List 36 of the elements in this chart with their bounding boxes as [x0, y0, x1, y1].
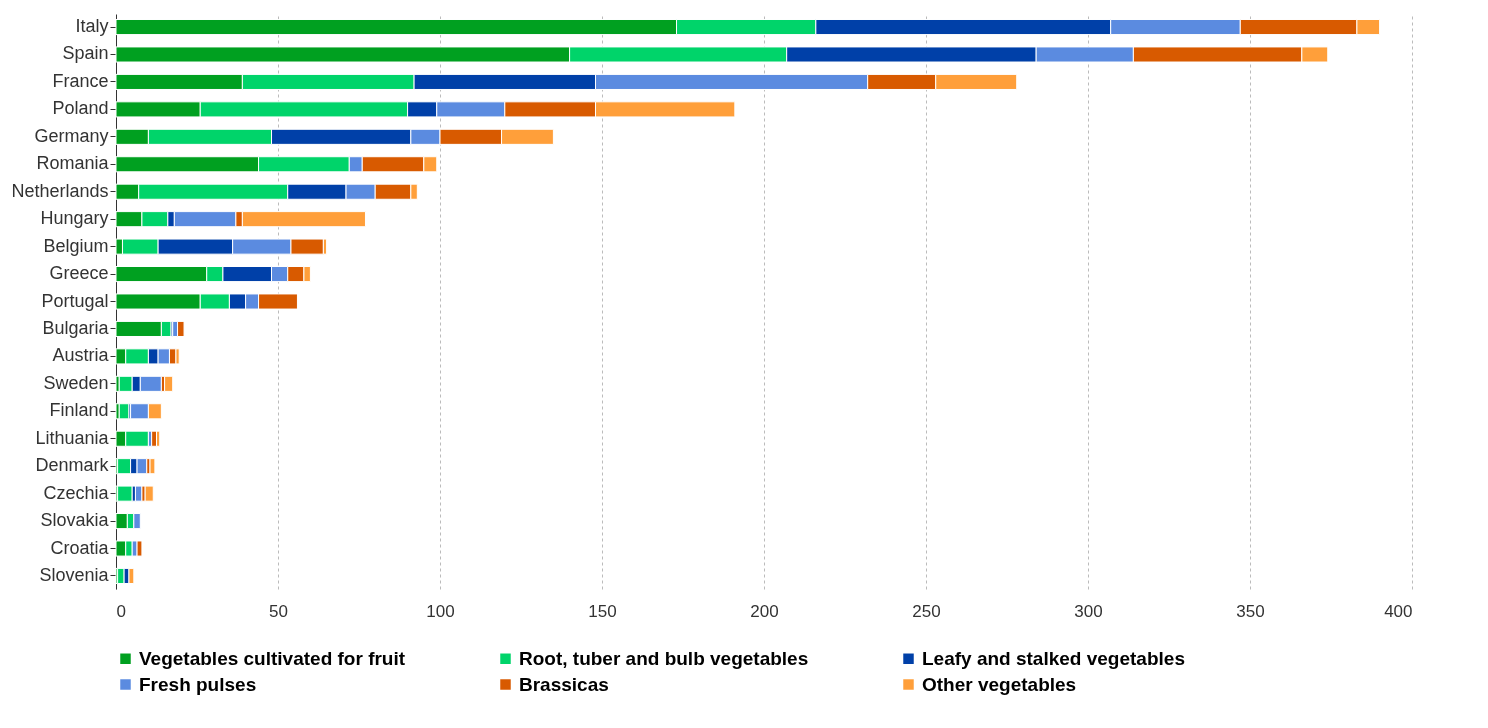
x-tick-label: 150 [588, 601, 617, 621]
x-tick-label: 400 [1384, 601, 1413, 621]
y-tick-label: Belgium [43, 235, 109, 256]
y-tick-label: Croatia [50, 537, 110, 558]
y-tick-label: Austria [52, 345, 110, 366]
y-tick-label: Lithuania [35, 427, 110, 448]
y-tick-label: France [52, 70, 109, 91]
y-tick-label: Netherlands [11, 180, 109, 201]
x-tick-label: 50 [269, 601, 288, 621]
legend-label: Brassicas [519, 673, 609, 695]
x-tick-label: 250 [912, 601, 941, 621]
y-tick-label: Denmark [35, 455, 110, 476]
legend-label: Leafy and stalked vegetables [922, 647, 1185, 669]
legend-label: Fresh pulses [139, 673, 257, 695]
y-tick-label: Poland [52, 98, 109, 119]
legend-label: Vegetables cultivated for fruit [139, 647, 406, 669]
y-tick-label: Czechia [43, 482, 110, 503]
y-tick-label: Sweden [43, 372, 109, 393]
x-tick-label: 200 [750, 601, 779, 621]
y-tick-label: Bulgaria [42, 317, 110, 338]
y-tick-label: Romania [36, 153, 110, 174]
y-tick-label: Germany [34, 125, 109, 146]
y-tick-label: Finland [49, 400, 109, 421]
x-tick-label: 100 [426, 601, 455, 621]
y-tick-label: Slovenia [39, 564, 110, 585]
x-tick-label: 300 [1074, 601, 1103, 621]
legend-label: Other vegetables [922, 673, 1077, 695]
x-tick-label: 350 [1236, 601, 1265, 621]
x-tick-label: 0 [116, 601, 126, 621]
y-tick-label: Slovakia [40, 510, 110, 531]
y-tick-label: Spain [62, 43, 109, 64]
y-tick-label: Portugal [41, 290, 109, 311]
y-tick-label: Hungary [40, 208, 109, 229]
y-tick-label: Italy [75, 16, 109, 37]
y-tick-label: Greece [49, 263, 109, 284]
legend-label: Root, tuber and bulb vegetables [519, 647, 809, 669]
